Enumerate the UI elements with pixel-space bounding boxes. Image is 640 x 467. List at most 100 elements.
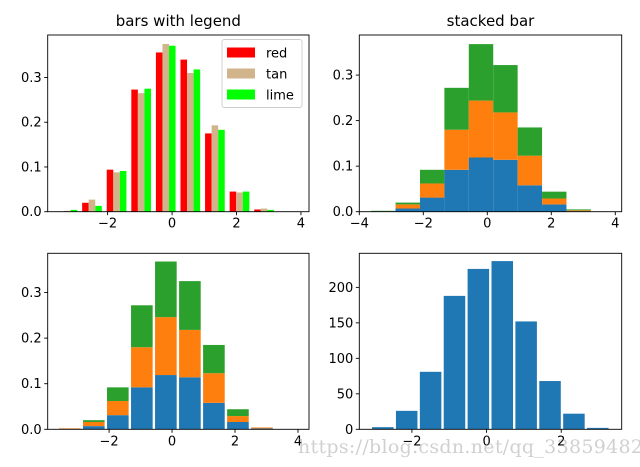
legend-swatch-lime [227,89,255,100]
y-tick-label: 0.1 [21,377,42,392]
y-tick-label: 0.3 [21,286,42,301]
x-tick-label: 4 [611,217,619,232]
bar-series-1 [107,415,129,430]
bar-series-2 [107,401,129,416]
axes-frame [358,252,623,430]
bar-series-1 [155,375,177,430]
x-tick-label: 0 [168,217,176,232]
bar-series-3 [517,127,543,156]
bar-tan [260,208,268,212]
bar-series-1 [419,197,445,212]
bar-series-3 [107,387,129,402]
y-tick-label: 0.0 [21,423,42,438]
subplot-3: −2 0 2 4 0.0 0.1 0.2 0.3 [21,252,310,449]
bar-tan [162,43,170,212]
bar-lime [144,88,151,212]
bar [467,268,490,430]
x-tick-label: 4 [294,434,302,449]
x-tick-label: 0 [168,434,176,449]
bar-series-3 [82,420,105,423]
subplot-1: −2 0 2 4 0.0 0.1 0.2 0.3 bars with legend red tan l… [21,12,310,232]
bar-red [180,59,188,212]
bar-red [254,209,261,212]
bar [372,427,394,430]
bar-lime [169,45,176,212]
x-tick-label: 0 [482,434,490,449]
bar-tan [211,125,219,212]
bar-series-2 [566,210,591,212]
bar-tan [113,172,120,212]
y-tick-label: 200 [328,281,353,296]
bar-series-3 [395,202,420,205]
bar-series-3 [179,281,201,330]
subplot-2: −4 −2 0 2 4 0.0 0.1 0.2 0.3 stacked bar [333,12,623,232]
y-tick-label: 0.2 [333,114,354,129]
y-tick-label: 0.2 [21,116,42,131]
bar [419,371,442,430]
y-tick-label: 50 [337,387,354,402]
axes-frame [47,34,310,213]
bar-red [131,89,138,212]
bar [443,295,466,430]
axes-frame [47,252,310,430]
watermark: https://blog.csdn.net/qq_33859482 [298,436,640,458]
bar-series-3 [468,44,494,101]
bar-series-1 [493,159,518,212]
legend-swatch-tan [227,68,255,79]
x-tick-label: −4 [350,217,369,232]
legend-swatch-red [227,47,255,58]
bar-series-1 [82,426,105,430]
x-tick-label: −2 [402,434,421,449]
bar-tan [88,199,96,212]
bar-tan [236,192,243,212]
bar-series-1 [227,422,249,430]
legend: red tan lime [221,39,303,108]
y-tick-label: 0.0 [333,205,354,220]
x-tick-label: 0 [483,217,491,232]
bar [539,381,561,430]
subplot-title: bars with legend [116,12,241,30]
y-tick-label: 0 [345,423,353,438]
subplot-title: stacked bar [447,12,536,30]
bar-red [82,202,89,212]
x-tick-label: 2 [547,217,555,232]
bar-series-1 [131,387,153,430]
bar [587,427,609,430]
bar-series-2 [82,422,105,427]
y-tick-label: 100 [328,352,353,367]
bar-series-1 [203,402,225,430]
bar-series-1 [251,428,273,430]
x-tick-label: 2 [557,434,565,449]
bar-series-3 [131,305,153,348]
bar-series-2 [155,317,177,376]
bar-series-2 [493,112,518,160]
bar-series-1 [179,377,201,430]
subplot-4: −2 0 2 0 50 100 150 200 [328,252,623,449]
bar-series-2 [131,347,153,388]
y-tick-label: 0.2 [21,332,42,347]
y-tick-label: 0.3 [333,69,354,84]
bar-series-2 [58,428,81,430]
bar-series-2 [395,204,420,209]
axes-frame [358,34,623,213]
bar-lime [242,191,250,212]
legend-label-red: red [266,47,287,62]
legend-label-tan: tan [266,68,287,83]
bar-series-1 [542,204,567,212]
y-tick-label: 0.1 [333,160,354,175]
bar-series-1 [468,157,494,212]
bar [515,321,537,430]
bar-series-3 [227,409,249,417]
bar-series-3 [444,87,469,130]
bar-series-3 [542,191,567,199]
bar-red [106,169,114,212]
bar-series-3 [419,169,445,184]
y-tick-label: 150 [328,316,353,331]
bar [563,413,585,430]
bar-red [205,133,212,212]
bar-lime [218,129,225,212]
bar-tan [137,93,145,212]
bar-red [155,52,163,212]
y-tick-label: 0.3 [21,71,42,86]
